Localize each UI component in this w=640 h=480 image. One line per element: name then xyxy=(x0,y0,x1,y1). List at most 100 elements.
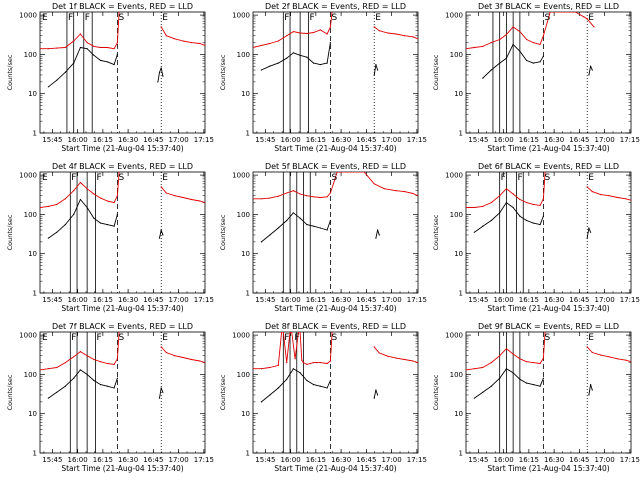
data-point-lld xyxy=(466,369,467,371)
x-tick-label: 15:45 xyxy=(42,456,62,464)
data-point-lld xyxy=(512,353,514,355)
data-point-events xyxy=(100,59,102,62)
data-point-events xyxy=(590,231,592,233)
series-events xyxy=(261,42,331,71)
data-point-lld xyxy=(625,359,627,361)
data-point-lld xyxy=(482,45,484,48)
y-tick-label: 10 xyxy=(454,410,463,418)
data-point-lld xyxy=(253,368,254,370)
x-tick-label: 16:15 xyxy=(519,456,539,464)
x-tick-label: 17:00 xyxy=(595,456,615,464)
data-point-lld xyxy=(417,195,418,197)
data-point-lld xyxy=(417,38,418,40)
data-point-events xyxy=(490,69,492,71)
data-point-events xyxy=(292,368,294,370)
series-events xyxy=(159,229,164,239)
data-point-events xyxy=(526,219,528,222)
y-axis-label: Counts/sec xyxy=(432,374,440,410)
x-tick-label: 17:15 xyxy=(620,136,640,144)
data-point-lld xyxy=(106,46,108,49)
data-point-events xyxy=(93,379,95,382)
data-point-events xyxy=(292,212,294,214)
marker-label: F xyxy=(294,333,299,343)
data-point-lld xyxy=(306,363,308,365)
data-point-events xyxy=(162,234,164,236)
data-point-lld xyxy=(269,366,271,369)
data-point-events xyxy=(591,69,593,71)
x-axis-label: Start Time (21-Aug-04 15:37:40) xyxy=(274,144,396,153)
panel-title: Det 8f BLACK = Events, RED = LLD xyxy=(265,322,406,331)
x-tick-label: 16:45 xyxy=(569,136,589,144)
y-axis-label: Counts/sec xyxy=(219,374,227,410)
data-point-lld xyxy=(93,193,95,195)
data-point-events xyxy=(269,394,271,396)
marker-label: F xyxy=(68,13,73,23)
y-tick-label: 1 xyxy=(33,450,37,458)
data-point-lld xyxy=(373,26,375,28)
y-tick-label: 1000 xyxy=(232,172,250,180)
panel-plot: Det 1f BLACK = Events, RED = LLD 1 10 100 10… xyxy=(6,2,214,153)
y-tick-label: 1 xyxy=(459,450,463,458)
x-tick-label: 16:15 xyxy=(306,136,326,144)
data-point-lld xyxy=(583,16,585,18)
marker-label: E xyxy=(162,13,168,23)
x-tick-label: 16:00 xyxy=(281,456,301,464)
plot-area xyxy=(40,172,205,293)
y-tick-label: 1 xyxy=(246,130,250,138)
data-point-events xyxy=(47,86,50,88)
x-tick-label: 17:00 xyxy=(382,296,402,304)
data-point-events xyxy=(519,215,521,217)
data-point-events xyxy=(375,237,377,239)
marker-label: F xyxy=(97,333,102,343)
data-point-lld xyxy=(412,192,414,195)
x-tick-label: 16:15 xyxy=(306,296,326,304)
data-point-events xyxy=(73,213,75,215)
marker-label: F xyxy=(518,173,523,183)
data-point-events xyxy=(326,387,328,389)
y-tick-label: 10 xyxy=(28,250,37,258)
data-point-lld xyxy=(378,352,380,354)
data-point-lld xyxy=(319,29,321,31)
data-point-lld xyxy=(204,202,205,204)
series-lld xyxy=(373,26,418,40)
data-point-lld xyxy=(363,172,365,173)
plot-frame xyxy=(39,171,206,294)
marker-label: E xyxy=(162,173,168,183)
data-point-events xyxy=(269,65,271,67)
panel-det-1f: Det 1f BLACK = Events, RED = LLD 1 10 100 10… xyxy=(0,0,214,160)
data-point-lld xyxy=(79,181,81,184)
y-tick-label: 100 xyxy=(450,211,463,219)
data-point-events xyxy=(482,77,484,79)
data-point-lld xyxy=(600,354,602,356)
panel-det-8f: Det 8f BLACK = Events, RED = LLD 1 10 100 10… xyxy=(213,320,427,480)
data-point-lld xyxy=(532,362,534,364)
data-point-lld xyxy=(473,206,475,209)
data-point-lld xyxy=(490,42,492,44)
series-events xyxy=(261,212,331,243)
data-point-lld xyxy=(306,195,308,197)
marker-label: F xyxy=(85,13,90,23)
data-point-lld xyxy=(593,26,595,28)
panel-plot: Det 9f BLACK = Events, RED = LLD 1 10 100 10… xyxy=(432,322,640,473)
panel-plot: Det 3f BLACK = Events, RED = LLD 1 10 100 10… xyxy=(432,2,640,153)
data-point-lld xyxy=(331,332,333,333)
data-point-events xyxy=(539,385,541,387)
data-point-events xyxy=(100,222,102,224)
data-point-lld xyxy=(373,183,375,185)
x-tick-label: 16:30 xyxy=(331,456,351,464)
data-point-lld xyxy=(160,26,162,28)
marker-label: F xyxy=(284,13,289,23)
series-events xyxy=(482,43,544,79)
data-point-lld xyxy=(329,192,331,194)
panel-title: Det 9f BLACK = Events, RED = LLD xyxy=(478,322,619,331)
data-point-events xyxy=(64,71,66,73)
x-tick-label: 16:15 xyxy=(93,456,113,464)
data-point-events xyxy=(586,237,588,239)
plot-area xyxy=(253,332,418,453)
data-point-lld xyxy=(190,198,193,201)
marker-label: F xyxy=(97,173,102,183)
data-point-events xyxy=(329,379,331,382)
y-tick-label: 100 xyxy=(237,51,250,59)
data-point-lld xyxy=(539,43,541,46)
data-point-lld xyxy=(47,48,50,50)
